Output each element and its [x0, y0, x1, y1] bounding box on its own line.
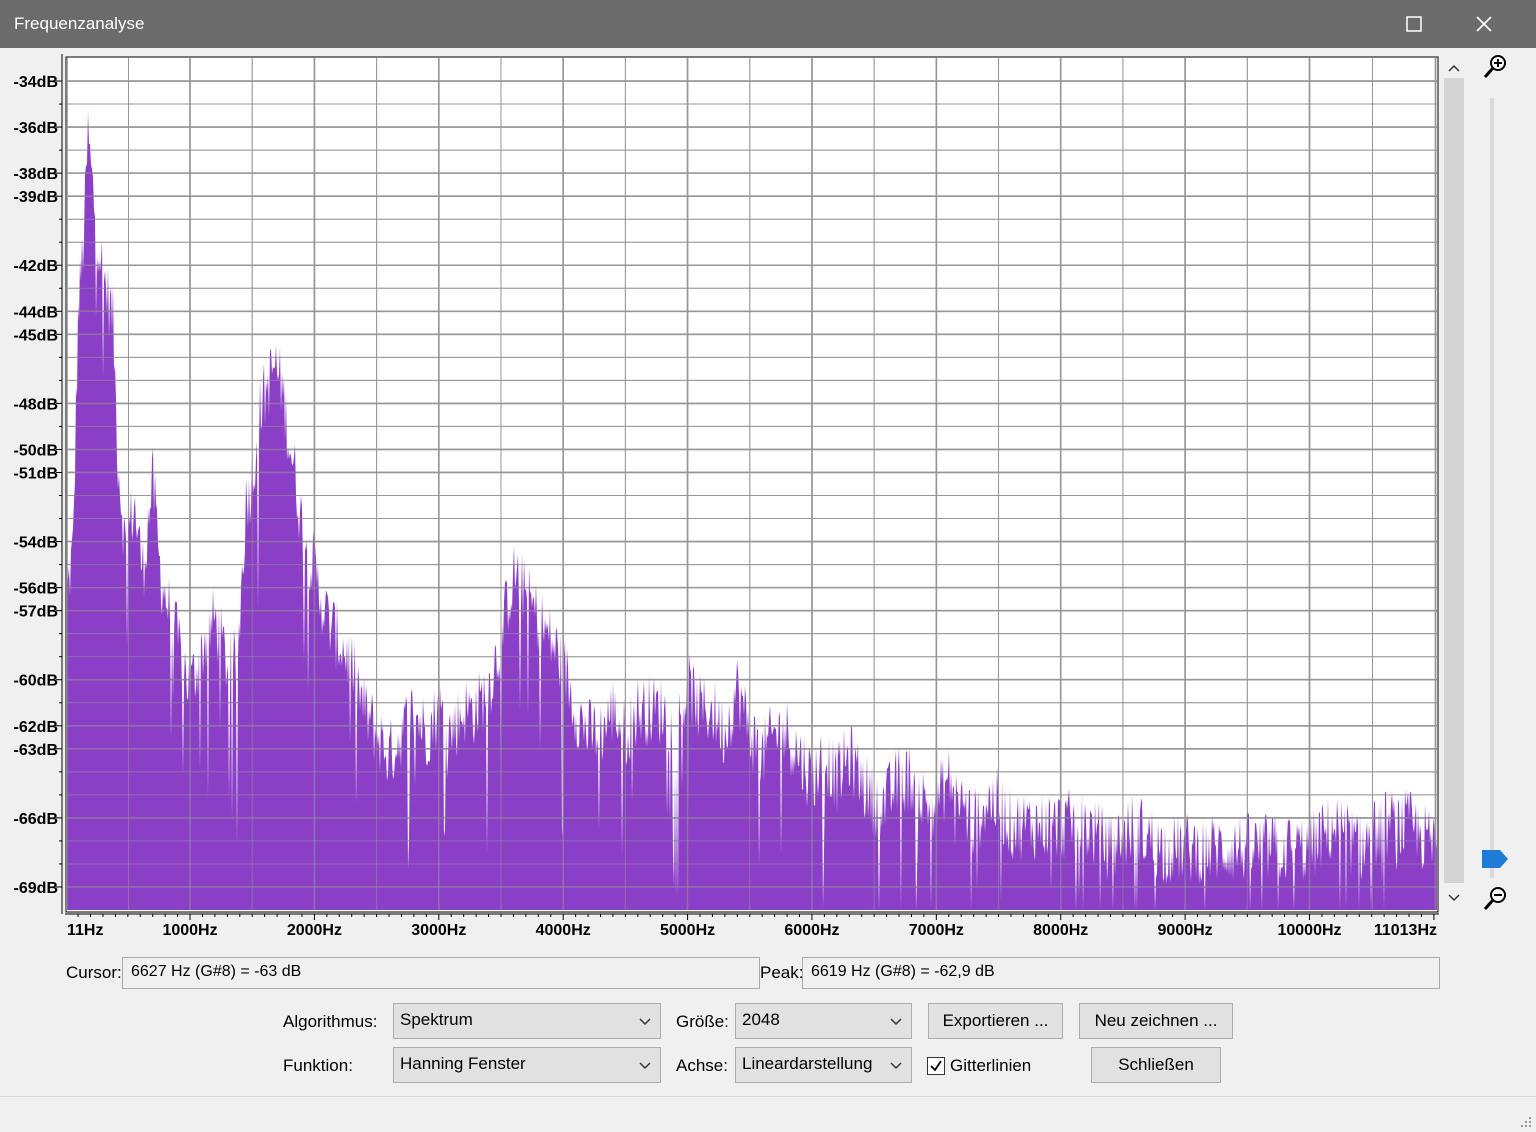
y-tick-label: -42dB [14, 258, 58, 275]
zoom-out-icon [1483, 887, 1506, 910]
y-tick-label: -63dB [14, 742, 58, 759]
x-tick-label: 2000Hz [287, 922, 342, 939]
chevron-down-icon [890, 1062, 902, 1070]
chevron-down-icon [639, 1062, 651, 1070]
y-tick-label: -66dB [14, 811, 58, 828]
x-axis: 11Hz 1000Hz 2000Hz 3000Hz 4000Hz 5000Hz 6000Hz… [65, 913, 1439, 939]
y-axis: -34dB -36dB -38dB -39dB -42dB -44dB -45dB -48dB… [14, 54, 63, 914]
grid-checkbox-label[interactable]: Gitterlinien [950, 1056, 1032, 1075]
zoom-slider-track[interactable] [1490, 98, 1494, 878]
axis-select[interactable]: Lineardarstellung [735, 1047, 912, 1083]
x-tick-label: 11013Hz [1374, 922, 1437, 939]
status-bar [0, 1096, 1536, 1132]
x-tick-label: 10000Hz [1277, 922, 1341, 939]
checkmark-icon [930, 1060, 942, 1072]
x-tick-label: 3000Hz [411, 922, 466, 939]
y-tick-label: -50dB [14, 442, 58, 459]
peak-readout: 6619 Hz (G#8) = -62,9 dB [802, 957, 1440, 989]
y-tick-label: -56dB [14, 581, 58, 598]
cursor-label: Cursor: [66, 963, 122, 982]
chevron-down-icon [890, 1018, 902, 1026]
cursor-readout: 6627 Hz (G#8) = -63 dB [122, 957, 760, 989]
chevron-up-icon [1448, 64, 1460, 72]
function-select[interactable]: Hanning Fenster [393, 1047, 661, 1083]
zoom-in-button[interactable] [1480, 52, 1510, 82]
size-value: 2048 [742, 1010, 780, 1029]
vertical-scrollbar[interactable] [1444, 78, 1464, 883]
redraw-button[interactable]: Neu zeichnen ... [1079, 1003, 1233, 1039]
window-title: Frequenzanalyse [14, 14, 145, 33]
peak-label: Peak: [760, 963, 804, 982]
spectrum-chart[interactable]: -34dB -36dB -38dB -39dB -42dB -44dB -45dB -48dB… [0, 48, 1440, 948]
x-tick-label: 1000Hz [162, 922, 217, 939]
size-select[interactable]: 2048 [735, 1003, 912, 1039]
function-label: Funktion: [283, 1056, 353, 1075]
maximize-icon [1406, 16, 1422, 32]
scroll-up-button[interactable] [1444, 58, 1464, 78]
chevron-down-icon [639, 1018, 651, 1026]
y-tick-label: -39dB [14, 189, 58, 206]
spectrum-area [67, 111, 1437, 910]
maximize-button[interactable] [1384, 0, 1444, 48]
x-tick-label: 7000Hz [909, 922, 964, 939]
zoom-in-icon [1483, 55, 1506, 78]
y-tick-label: -48dB [14, 396, 58, 413]
close-button[interactable]: Schließen [1091, 1047, 1221, 1083]
y-tick-label: -38dB [14, 166, 58, 183]
slider-thumb-icon [1482, 850, 1508, 868]
grid-checkbox[interactable] [927, 1057, 945, 1075]
close-window-button[interactable] [1454, 0, 1514, 48]
function-value: Hanning Fenster [400, 1054, 526, 1073]
axis-label: Achse: [676, 1056, 728, 1075]
x-tick-label: 6000Hz [784, 922, 839, 939]
x-tick-label: 8000Hz [1033, 922, 1088, 939]
scroll-down-button[interactable] [1444, 888, 1464, 908]
y-tick-label: -44dB [14, 304, 58, 321]
algorithm-select[interactable]: Spektrum [393, 1003, 661, 1039]
size-label: Größe: [676, 1012, 729, 1031]
zoom-out-button[interactable] [1480, 884, 1510, 914]
algorithm-label: Algorithmus: [283, 1012, 378, 1031]
algorithm-value: Spektrum [400, 1010, 473, 1029]
window-titlebar: Frequenzanalyse [0, 0, 1536, 48]
export-button[interactable]: Exportieren ... [928, 1003, 1063, 1039]
y-tick-label: -62dB [14, 719, 58, 736]
axis-value: Lineardarstellung [742, 1054, 873, 1073]
y-tick-label: -57dB [14, 604, 58, 621]
resize-grip-icon[interactable] [1518, 1114, 1532, 1128]
y-tick-label: -51dB [14, 465, 58, 482]
close-icon [1476, 16, 1492, 32]
x-tick-label: 9000Hz [1158, 922, 1213, 939]
y-tick-label: -69dB [14, 880, 58, 897]
y-tick-label: -54dB [14, 535, 58, 552]
y-tick-label: -34dB [14, 74, 58, 91]
y-tick-label: -36dB [14, 120, 58, 137]
y-tick-label: -45dB [14, 327, 58, 344]
zoom-slider-thumb[interactable] [1482, 850, 1508, 868]
grid-overlay [66, 58, 1437, 910]
x-tick-label: 11Hz [67, 922, 103, 939]
x-tick-label: 5000Hz [660, 922, 715, 939]
chevron-down-icon [1448, 894, 1460, 902]
x-tick-label: 4000Hz [536, 922, 591, 939]
y-tick-label: -60dB [14, 673, 58, 690]
